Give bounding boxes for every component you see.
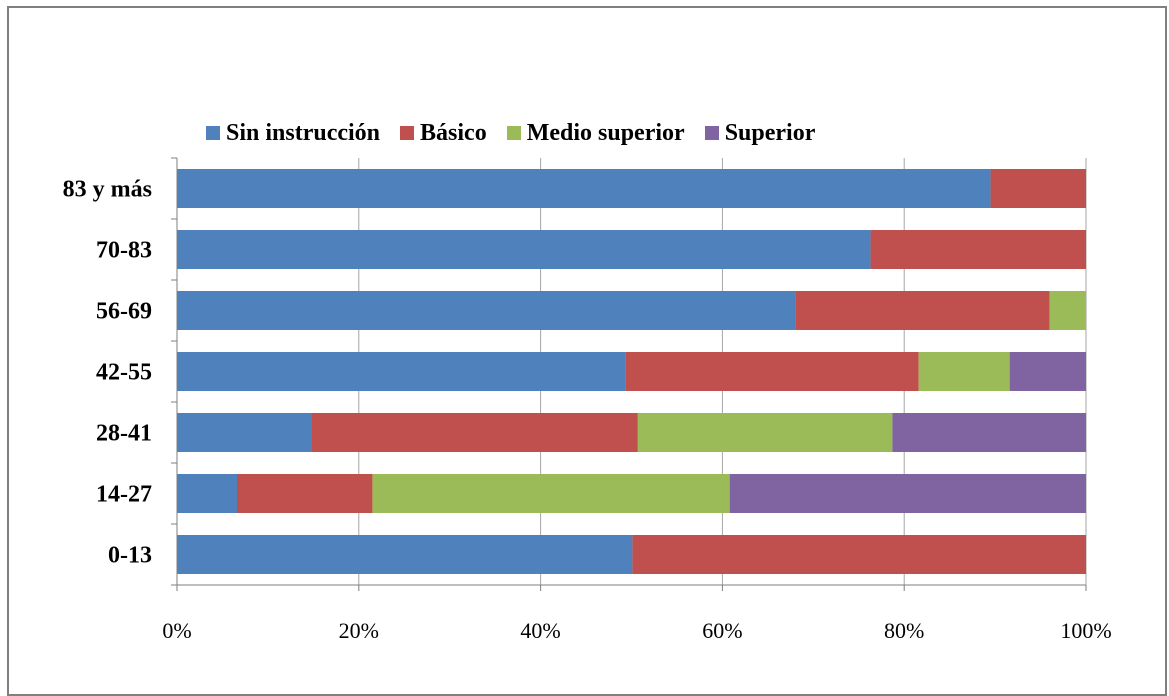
bar-segment (990, 169, 1086, 208)
bar-segment (625, 352, 919, 391)
y-tick-label: 83 y más (63, 177, 152, 203)
x-tick-label: 20% (339, 618, 379, 643)
legend-label: Sin instrucción (226, 119, 381, 146)
bar-segment (632, 535, 1086, 574)
y-tick-label: 56-69 (96, 299, 152, 325)
legend-swatch (206, 126, 220, 140)
bar-segment (177, 352, 626, 391)
bar-segment (311, 413, 638, 452)
bar-segment (177, 413, 312, 452)
bar-segment (637, 413, 893, 452)
legend-swatch (400, 126, 415, 140)
bar-segment (177, 230, 871, 269)
legend-swatch (704, 126, 719, 140)
legend-label: Básico (420, 119, 487, 146)
y-tick-label: 14-27 (96, 482, 152, 508)
x-tick-label: 80% (884, 618, 924, 643)
bar-segment (795, 291, 1050, 330)
bar-segment (1009, 352, 1086, 391)
chart-frame (7, 6, 1167, 696)
x-tick-label: 0% (162, 618, 191, 643)
bar-segment (1049, 291, 1086, 330)
bar-segment (177, 474, 237, 513)
bar-segment (177, 169, 991, 208)
bars (177, 169, 1086, 574)
y-tick-label: 42-55 (96, 360, 152, 386)
legend-swatch (506, 126, 521, 140)
bar-segment (236, 474, 373, 513)
y-tick-label: 28-41 (96, 421, 152, 447)
bar-segment (918, 352, 1010, 391)
legend-item: Sin instrucción (206, 120, 380, 147)
axes (171, 157, 1087, 591)
axis-labels: 83 y más 70-83 56-69 42-55 28-41 14-27 0-13 0% 2… (63, 177, 1112, 644)
bar-segment (892, 413, 1086, 452)
bar-segment (729, 474, 1086, 513)
bar-segment (870, 230, 1086, 269)
chart-legend: Sin instrucción Básico Medio superior Super… (206, 116, 835, 150)
legend-item: Medio superior (506, 119, 685, 147)
x-tick-label: 60% (702, 618, 742, 643)
x-tick-label: 40% (520, 618, 560, 643)
y-tick-label: 0-13 (108, 543, 152, 569)
chart-title-strip (0, 0, 1169, 6)
bar-segment (177, 291, 796, 330)
x-tick-label: 100% (1060, 618, 1111, 643)
legend-label: Superior (724, 119, 816, 146)
legend-item: Básico (400, 120, 487, 147)
legend-item: Superior (704, 119, 816, 147)
legend-label: Medio superior (526, 119, 685, 146)
bar-segment (372, 474, 730, 513)
y-tick-label: 70-83 (96, 238, 152, 264)
bar-segment (177, 535, 633, 574)
